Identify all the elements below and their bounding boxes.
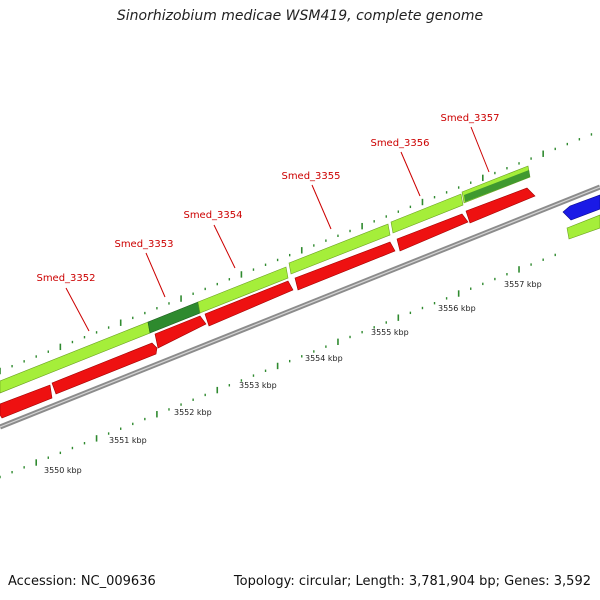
gene-labels: Smed_3352 Smed_3353 Smed_3354 Smed_3355 …	[36, 113, 499, 284]
backbone-highlight	[0, 186, 600, 428]
leader-line	[145, 252, 166, 298]
gene-label-smed-3356[interactable]: Smed_3356	[370, 138, 429, 149]
gene-label-smed-3353[interactable]: Smed_3353	[114, 239, 173, 250]
gene-feature-blue[interactable]	[562, 194, 600, 221]
gene-feature[interactable]	[396, 213, 469, 252]
leader-line	[311, 184, 332, 230]
leader-line	[65, 287, 90, 332]
kbp-label: 3555 kbp	[371, 328, 409, 337]
leader-line	[400, 151, 421, 197]
gene-feature-smed-3356[interactable]	[390, 193, 464, 234]
inner-ticks	[0, 253, 556, 479]
gene-feature[interactable]	[566, 214, 600, 240]
reverse-genes	[0, 187, 536, 419]
kbp-label: 3550 kbp	[44, 466, 82, 475]
genome-summary-text: Topology: circular; Length: 3,781,904 bp…	[233, 574, 591, 589]
gene-feature[interactable]	[51, 342, 158, 395]
accession-text: Accession: NC_009636	[8, 574, 156, 589]
genome-title: Sinorhizobium medicae WSM419, complete g…	[116, 8, 484, 24]
gene-feature[interactable]	[465, 187, 536, 224]
leader-line	[470, 126, 490, 173]
kbp-label: 3553 kbp	[239, 381, 277, 390]
leader-line	[213, 224, 236, 269]
gene-feature-smed-3357-dark[interactable]	[464, 170, 530, 202]
kbp-labels: 3550 kbp 3551 kbp 3552 kbp 3553 kbp 3554…	[44, 280, 542, 475]
kbp-label: 3552 kbp	[174, 408, 212, 417]
forward-genes	[0, 165, 600, 394]
kbp-label: 3556 kbp	[438, 304, 476, 313]
gene-feature[interactable]	[294, 241, 396, 291]
gene-feature[interactable]	[0, 384, 53, 419]
gene-label-smed-3354[interactable]: Smed_3354	[183, 210, 242, 221]
gene-label-smed-3355[interactable]: Smed_3355	[281, 171, 340, 182]
gene-label-smed-3352[interactable]: Smed_3352	[36, 273, 95, 284]
outer-ticks	[0, 133, 593, 375]
gene-feature-smed-3354[interactable]	[197, 266, 289, 314]
kbp-label: 3557 kbp	[504, 280, 542, 289]
kbp-label: 3554 kbp	[305, 354, 343, 363]
label-leaders	[65, 126, 490, 332]
gene-feature[interactable]	[204, 280, 294, 327]
gene-feature-smed-3355[interactable]	[288, 223, 391, 275]
gene-label-smed-3357[interactable]: Smed_3357	[440, 113, 499, 124]
kbp-label: 3551 kbp	[109, 436, 147, 445]
gene-feature[interactable]	[154, 315, 207, 349]
